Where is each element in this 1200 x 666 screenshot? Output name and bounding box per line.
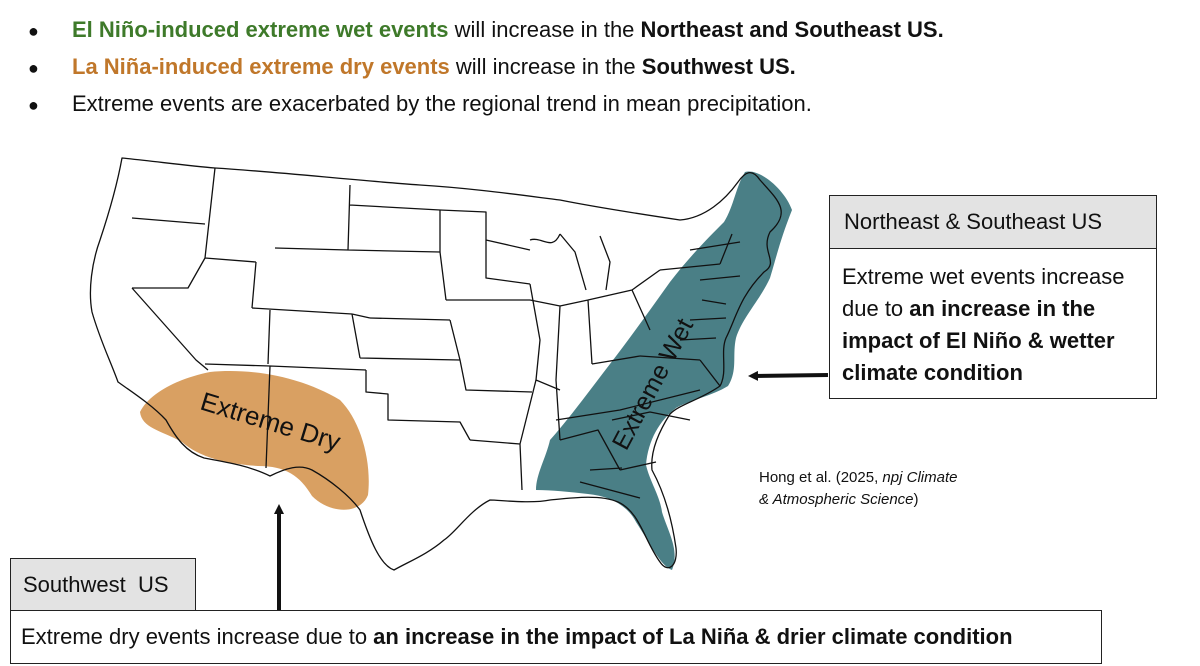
bullet-dot: ● [28, 95, 39, 115]
northeast-box-text: Extreme wet events increase due to an in… [830, 249, 1156, 389]
bullet-text: Extreme events are exacerbated by the re… [72, 91, 812, 116]
northeast-southeast-box: Northeast & Southeast US Extreme wet eve… [829, 195, 1157, 399]
bullet-text: will increase in the [448, 17, 641, 42]
bullet-dot: ● [28, 21, 39, 41]
citation-journal-cont: & Atmospheric Science [759, 491, 914, 508]
citation: Hong et al. (2025, npj Climate & Atmosph… [759, 467, 957, 511]
bullet-list: ● El Niño-induced extreme wet events wil… [28, 12, 944, 123]
bullet-region: Southwest US. [641, 54, 796, 79]
bullet-la-nina: ● La Niña-induced extreme dry events wil… [28, 49, 944, 86]
bullet-text: will increase in the [449, 54, 642, 79]
northeast-box-bold: an increase in the impact of El Niño & w… [842, 296, 1115, 385]
citation-plain: Hong et al. (2025, [759, 469, 883, 486]
extreme-wet-region [536, 171, 792, 571]
el-nino-highlight: El Niño-induced extreme wet events [72, 17, 449, 42]
southwest-title-text: Southwest US [23, 571, 169, 597]
citation-journal: npj Climate [882, 469, 958, 486]
northeast-box-title: Northeast & Southeast US [830, 196, 1156, 249]
bullet-exacerbated: ● Extreme events are exacerbated by the … [28, 86, 944, 123]
extreme-dry-region [140, 371, 369, 510]
citation-close: ) [913, 491, 919, 508]
southwest-box-text: Extreme dry events increase due to an in… [10, 610, 1102, 664]
northeast-arrow [748, 370, 829, 381]
southwest-box-title: Southwest US [10, 558, 196, 610]
bullet-region: Northeast and Southeast US. [640, 17, 944, 42]
us-outline [89, 157, 782, 571]
la-nina-highlight: La Niña-induced extreme dry events [72, 54, 450, 79]
southwest-box-bold: an increase in the impact of La Niña & d… [373, 624, 1013, 649]
northeast-box-plain: Extreme wet events increase due to [842, 264, 1125, 321]
state-borders [89, 157, 782, 571]
bullet-dot: ● [28, 58, 39, 78]
southwest-box-plain: Extreme dry events increase due to [21, 624, 374, 649]
bullet-el-nino: ● El Niño-induced extreme wet events wil… [28, 12, 944, 49]
